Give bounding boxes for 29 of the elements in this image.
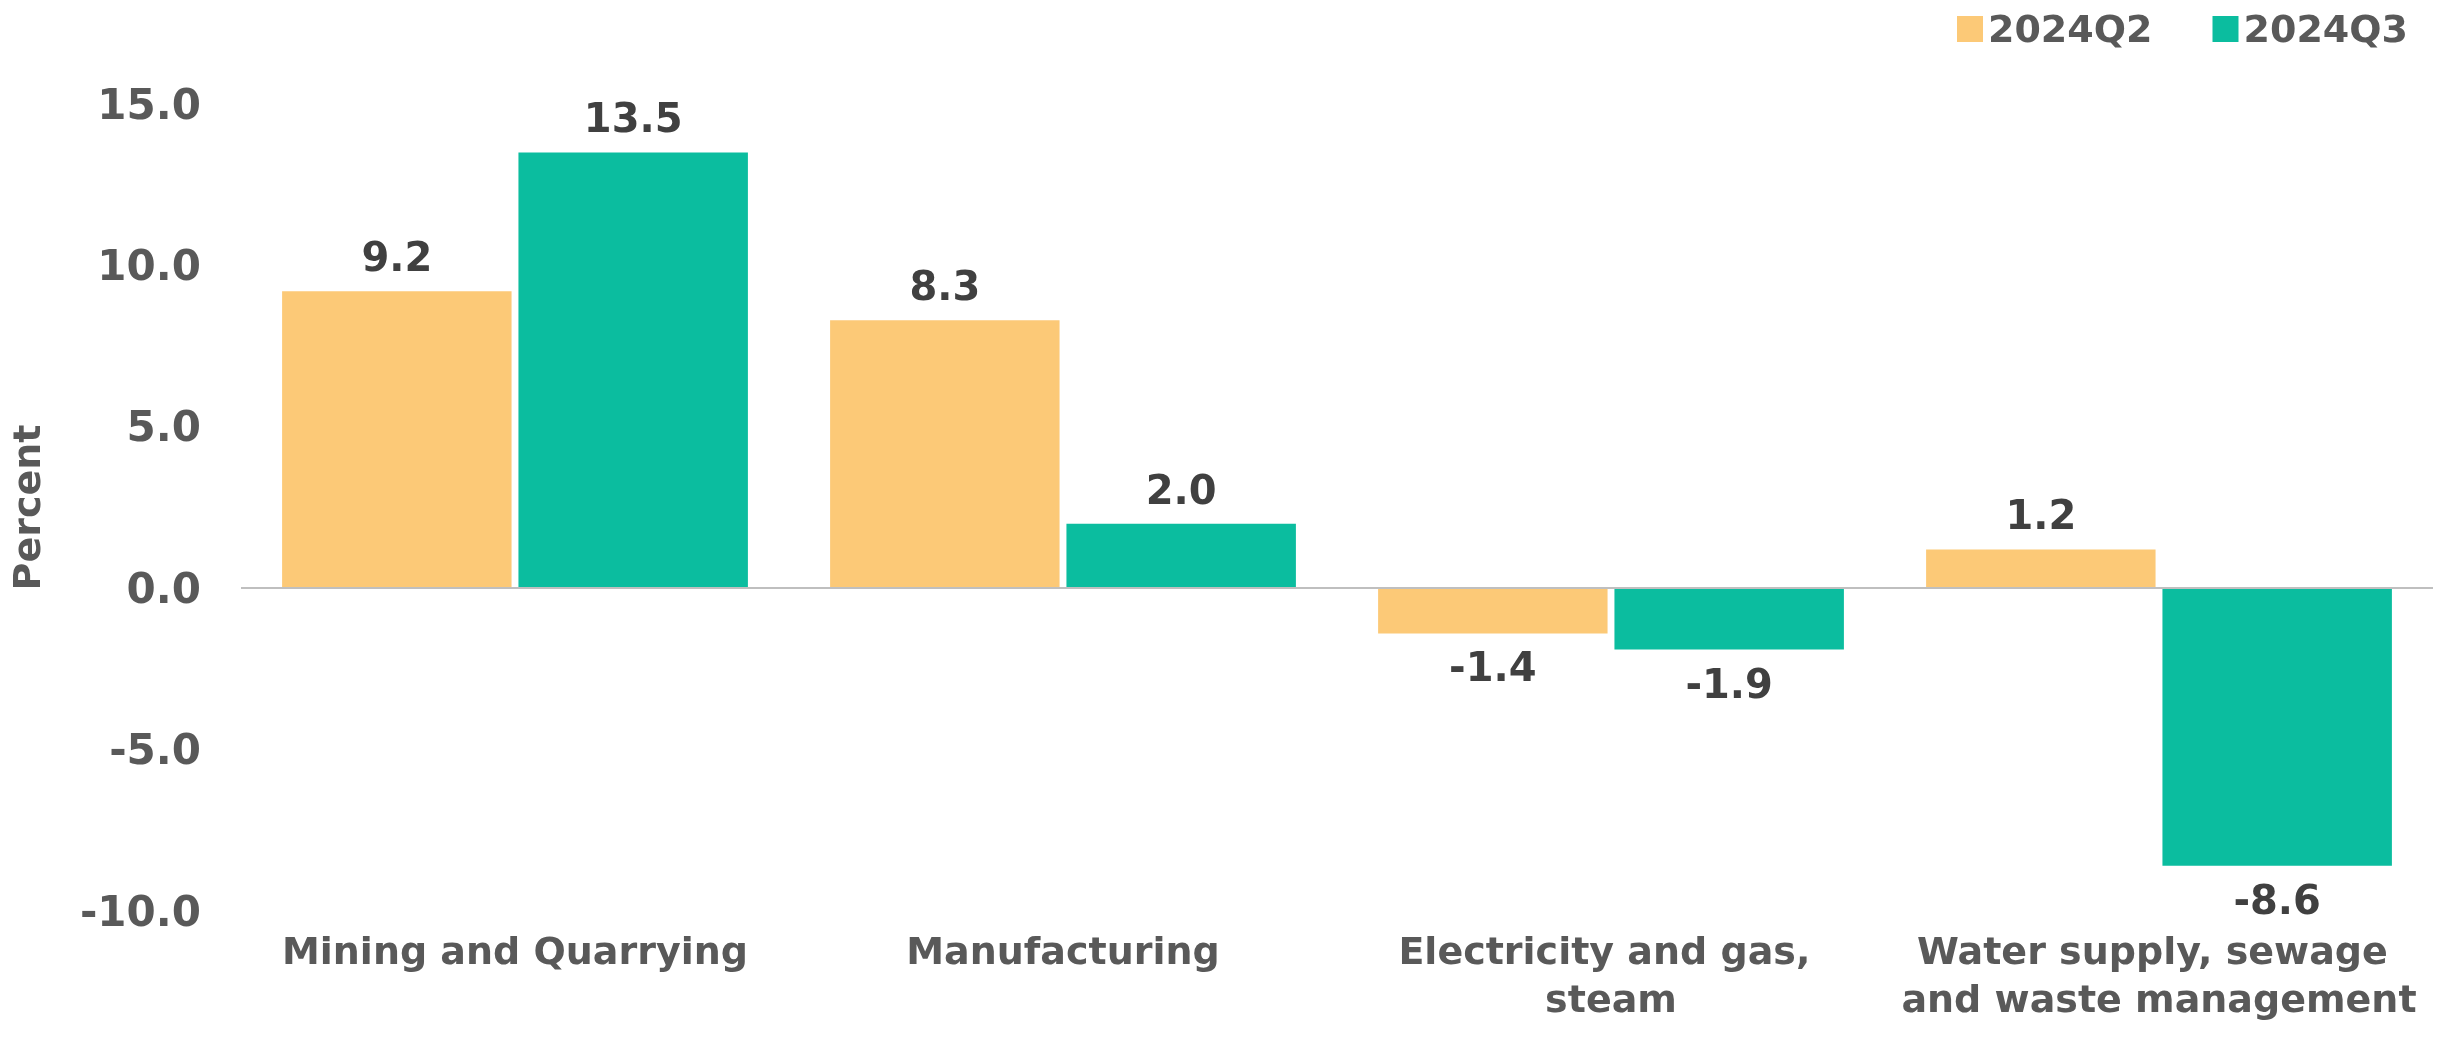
bar [1378,588,1608,634]
data-label: 13.5 [583,95,683,142]
y-tick-label: 10.0 [97,240,201,290]
data-label: 2.0 [1145,466,1217,513]
data-label: 8.3 [909,263,981,310]
y-tick-label: -10.0 [79,886,201,936]
bar [2162,588,2392,866]
legend-label: 2024Q2 [1987,7,2153,51]
legend-label: 2024Q3 [2243,7,2409,51]
y-tick-label: 15.0 [97,79,201,129]
x-tick-label: Manufacturing [906,929,1220,973]
x-tick-label: Electricity and gas, steam [1398,929,1824,1021]
y-axis-title: Percent [5,424,49,591]
bar [282,291,512,589]
x-tick-label: Water supply, sewage and waste management [1901,929,2417,1021]
data-label: -8.6 [2233,876,2321,923]
data-label: -1.4 [1449,644,1537,691]
bar [1066,523,1296,589]
bar [830,320,1060,589]
y-tick-label: -5.0 [109,725,201,775]
bar [1614,588,1844,650]
data-label: -1.9 [1685,660,1773,707]
data-label: 9.2 [361,234,433,281]
bar [518,152,748,589]
data-label: 1.2 [2005,492,2077,539]
y-tick-label: 5.0 [126,402,201,452]
y-tick-label: 0.0 [126,563,201,613]
bar [1926,549,2156,589]
x-tick-label: Mining and Quarrying [281,929,749,973]
